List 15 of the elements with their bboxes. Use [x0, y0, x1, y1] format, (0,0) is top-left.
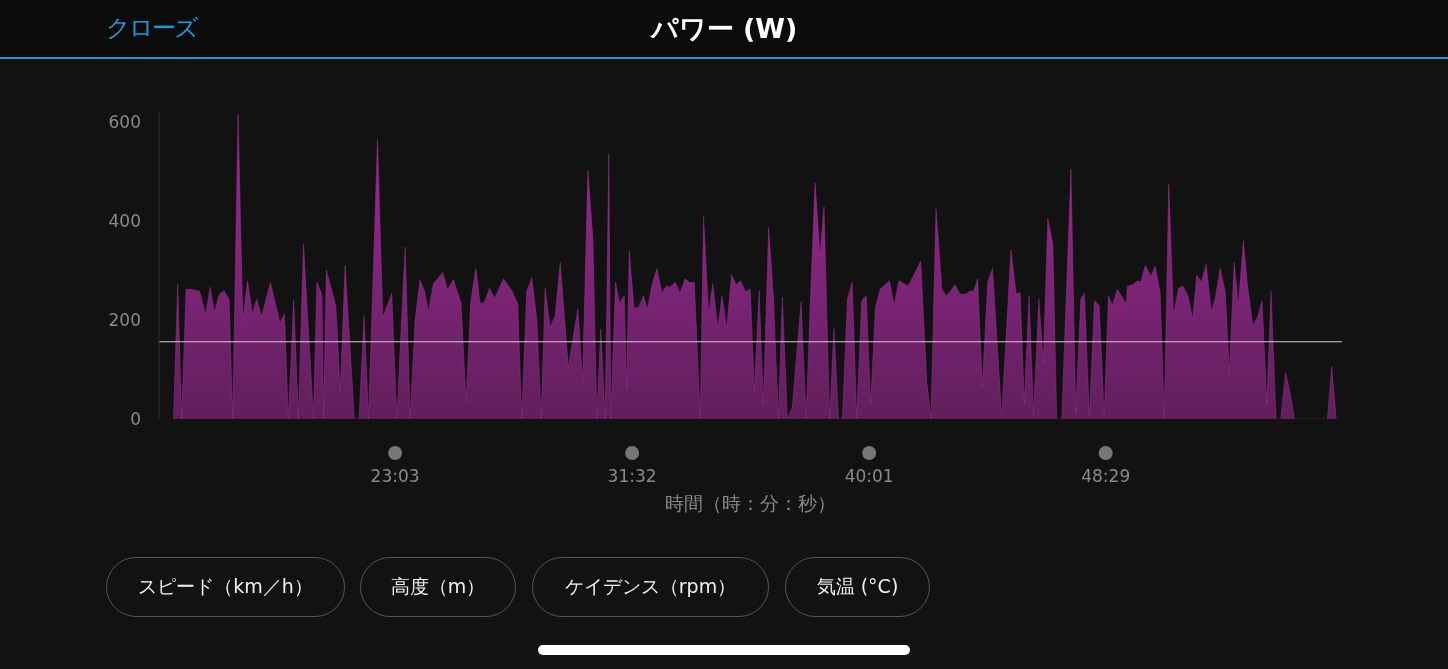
- y-tick-label: 0: [130, 409, 141, 430]
- text: スピード（km／h）: [106, 557, 345, 617]
- x-tick-label: 48:29: [1081, 466, 1131, 486]
- text: ケイデンス（rpm）: [532, 557, 769, 617]
- y-tick-label: 400: [108, 210, 141, 231]
- chart-title: パワー (W): [650, 13, 798, 44]
- y-tick-label: 600: [108, 111, 141, 132]
- text: 高度（m）: [360, 557, 516, 617]
- text: クローズ: [106, 13, 197, 44]
- x-tick-label: 23:03: [370, 466, 420, 486]
- x-axis-title: 時間（時：分：秒）: [665, 492, 836, 514]
- y-tick-label: 200: [108, 310, 141, 330]
- x-tick-label: 31:32: [607, 466, 657, 486]
- x-tick-label: 40:01: [844, 466, 894, 486]
- text: 気温 (°C): [785, 557, 930, 617]
